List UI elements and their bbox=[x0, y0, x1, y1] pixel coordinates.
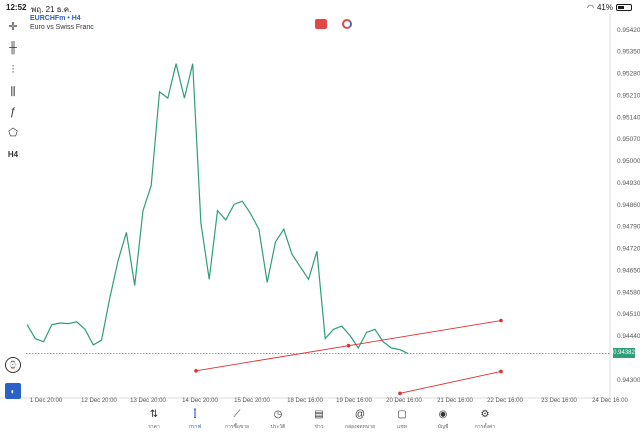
y-tick-label: 0.94790 bbox=[617, 224, 640, 231]
x-tick-label: 12 Dec 20:00 bbox=[81, 398, 117, 404]
nav-settings-label: การตั้งค่า bbox=[474, 424, 496, 430]
nav-news-label: ข่าว bbox=[314, 424, 324, 430]
nav-trade-icon: ⟋ bbox=[233, 409, 241, 420]
x-tick-label: 22 Dec 16:00 bbox=[487, 398, 523, 404]
nav-chat[interactable]: ▢ แชท bbox=[382, 408, 422, 431]
wifi-icon: ◠ bbox=[587, 3, 594, 12]
status-bar: 12:52 พฤ. 21 ธ.ค. ◠ 41% bbox=[0, 0, 640, 14]
status-time: 12:52 bbox=[6, 3, 27, 12]
nav-chart[interactable]: ⫿ กราฟ bbox=[175, 408, 215, 431]
nav-account-icon: ◉ bbox=[438, 409, 448, 420]
trendline-handle[interactable] bbox=[398, 391, 402, 396]
y-tick-label: 0.94510 bbox=[617, 311, 640, 318]
add-indicator-icon[interactable]: ⫶ bbox=[11, 63, 15, 76]
y-tick-label: 0.95000 bbox=[617, 158, 640, 165]
x-tick-label: 18 Dec 16:00 bbox=[287, 398, 323, 404]
nav-chat-label: แชท bbox=[397, 424, 407, 430]
nav-quotes-icon: ⇅ bbox=[149, 409, 159, 420]
battery-icon bbox=[616, 4, 632, 11]
nav-history-label: ประวัติ bbox=[270, 424, 286, 430]
current-price-tag: 0.94382 bbox=[613, 348, 635, 358]
alarm-clock-icon[interactable]: ⌚ bbox=[5, 357, 21, 373]
nav-quotes[interactable]: ⇅ ราคา bbox=[134, 408, 174, 431]
trendline-mid-handle[interactable] bbox=[346, 343, 351, 348]
nav-history[interactable]: ◷ ประวัติ bbox=[258, 408, 298, 431]
nav-account-label: บัญชี bbox=[437, 424, 449, 430]
y-tick-label: 0.94720 bbox=[617, 246, 640, 253]
x-tick-label: 14 Dec 20:00 bbox=[182, 398, 218, 404]
price-chart[interactable]: 0.95420 0.95350 0.95280 0.95210 0.95140 0.950… bbox=[0, 0, 640, 404]
status-date: พฤ. 21 ธ.ค. bbox=[31, 5, 72, 14]
nav-history-icon: ◷ bbox=[273, 409, 283, 420]
nav-chart-label: กราฟ bbox=[188, 424, 202, 430]
symbol-label[interactable]: EURCHFm • H4 bbox=[30, 15, 81, 22]
trendline-handle[interactable] bbox=[499, 369, 503, 374]
trendline-handle[interactable] bbox=[194, 369, 198, 373]
trendline[interactable] bbox=[399, 371, 502, 394]
y-tick-label: 0.94580 bbox=[617, 289, 640, 296]
nav-account[interactable]: ◉ บัญชี bbox=[423, 408, 463, 431]
x-tick-label: 24 Dec 16:00 bbox=[592, 398, 628, 404]
trendline-handle[interactable] bbox=[499, 318, 503, 323]
y-tick-label: 0.94300 bbox=[617, 377, 640, 384]
y-tick-label: 0.95070 bbox=[617, 136, 640, 143]
one-click-trading bbox=[315, 19, 352, 29]
y-tick-label: 0.95350 bbox=[617, 49, 640, 56]
timeframe-button[interactable]: H4 bbox=[7, 149, 19, 159]
x-tick-label: 20 Dec 16:00 bbox=[386, 398, 422, 404]
bottom-navigation: ⇅ ราคา ⫿ กราฟ ⟋ การซื้อขาย ◷ ประวัติ ▤ ข่าว @ กล่อง… bbox=[0, 404, 640, 447]
y-tick-label: 0.94860 bbox=[617, 202, 640, 209]
nav-trade-label: การซื้อขาย bbox=[224, 424, 250, 430]
function-icon[interactable]: ƒ bbox=[9, 106, 17, 118]
y-tick-label: 0.95140 bbox=[617, 114, 640, 121]
x-tick-label: 23 Dec 16:00 bbox=[541, 398, 577, 404]
chart-header: EURCHFm • H4 Euro vs Swiss Franc bbox=[30, 14, 94, 32]
nav-trade[interactable]: ⟋ การซื้อขาย bbox=[217, 408, 257, 431]
nav-settings-icon: ⚙ bbox=[480, 409, 490, 420]
nav-settings[interactable]: ⚙ การตั้งค่า bbox=[465, 408, 505, 431]
nav-mailbox[interactable]: @ กล่องจดหมาย bbox=[340, 408, 380, 431]
status-right: ◠ 41% bbox=[587, 3, 632, 12]
x-tick-label: 15 Dec 20:00 bbox=[234, 398, 270, 404]
crosshair-icon[interactable]: ✛ bbox=[8, 20, 18, 33]
nav-chat-icon: ▢ bbox=[397, 409, 407, 420]
trendlines[interactable] bbox=[194, 318, 503, 396]
battery-percent: 41% bbox=[596, 3, 613, 12]
settings-sliders-icon[interactable]: ⫼ bbox=[10, 85, 16, 98]
y-tick-label: 0.95420 bbox=[617, 27, 640, 34]
x-tick-label: 21 Dec 16:00 bbox=[437, 398, 473, 404]
y-tick-label: 0.95280 bbox=[617, 71, 640, 78]
y-tick-label: 0.94930 bbox=[617, 180, 640, 187]
x-tick-label: 19 Dec 16:00 bbox=[336, 398, 372, 404]
nav-mailbox-icon: @ bbox=[354, 409, 366, 420]
nav-quotes-label: ราคา bbox=[148, 424, 160, 430]
candlestick-icon[interactable]: ╫ bbox=[9, 42, 17, 54]
x-tick-label: 1 Dec 20:00 bbox=[30, 398, 63, 404]
nav-mailbox-label: กล่องจดหมาย bbox=[344, 424, 376, 430]
one-click-small-icon[interactable]: ◐ bbox=[5, 383, 21, 399]
nav-news-icon: ▤ bbox=[314, 409, 324, 420]
y-axis: 0.95420 0.95350 0.95280 0.95210 0.95140 0.950… bbox=[609, 14, 640, 398]
x-axis: 1 Dec 20:00 12 Dec 20:00 13 Dec 20:00 14 De… bbox=[0, 397, 629, 404]
y-tick-label: 0.94440 bbox=[617, 333, 640, 340]
y-tick-label: 0.94650 bbox=[617, 267, 640, 274]
one-click-trade-icon[interactable] bbox=[315, 19, 327, 29]
x-tick-label: 13 Dec 20:00 bbox=[130, 398, 166, 404]
nav-chart-icon: ⫿ bbox=[193, 409, 197, 420]
objects-icon[interactable]: ⬠ bbox=[8, 126, 18, 139]
left-toolbar: ✛ ╫ ⫶ ⫼ ƒ ⬠ H4 bbox=[0, 14, 26, 400]
price-series-line bbox=[26, 63, 409, 355]
y-tick-label: 0.95210 bbox=[617, 92, 640, 99]
refresh-icon[interactable] bbox=[342, 19, 352, 29]
symbol-description: Euro vs Swiss Franc bbox=[30, 24, 94, 31]
nav-news[interactable]: ▤ ข่าว bbox=[299, 408, 339, 431]
